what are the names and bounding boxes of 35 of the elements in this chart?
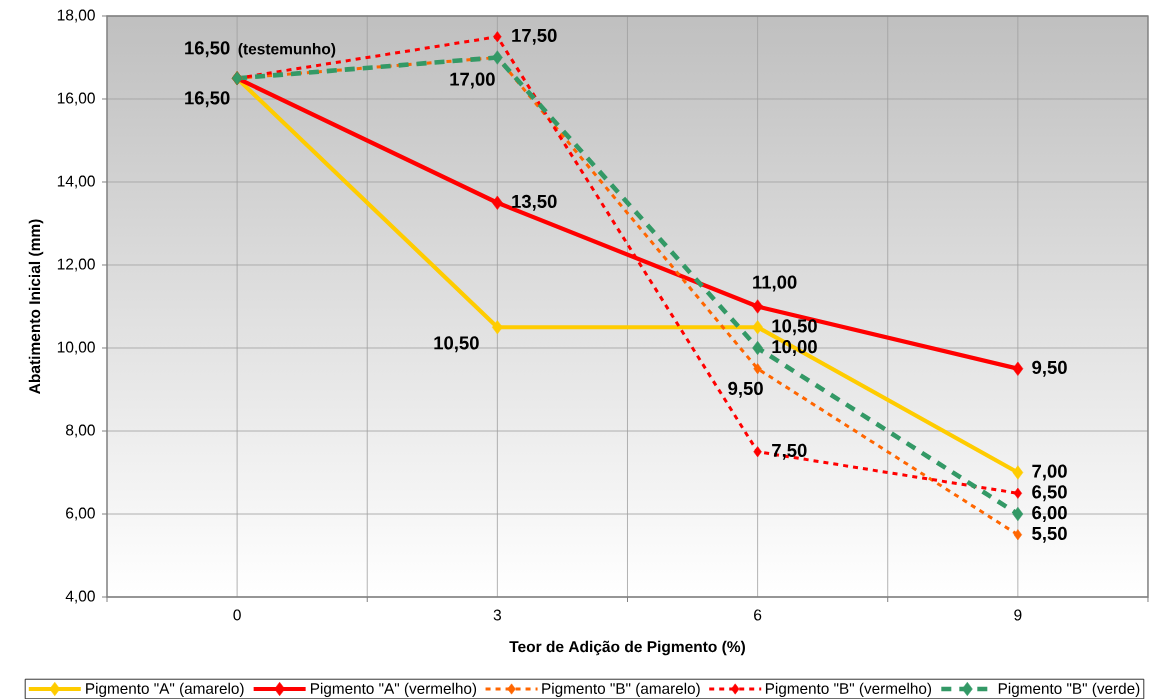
data-label: 16,50 — [185, 91, 230, 108]
legend-label: Pigmento "B" (vermelho) — [765, 682, 932, 697]
legend-label: Pigmento "B" (amarelo) — [542, 682, 700, 697]
data-label: 17,00 — [450, 72, 495, 89]
y-tick-label: 6,00 — [66, 507, 95, 521]
data-label: 10,50 — [772, 319, 817, 336]
y-tick-label: 12,00 — [57, 258, 95, 272]
x-tick-label: 9 — [1014, 609, 1022, 621]
y-axis-title: Abatimento Inicial (mm) — [28, 219, 44, 394]
y-tick-label: 14,00 — [57, 175, 95, 189]
y-tick-label: 18,00 — [57, 9, 95, 23]
legend-label: Pigmento "A" (vermelho) — [310, 682, 477, 697]
x-axis-title: Teor de Adição de Pigmento (%) — [509, 640, 745, 656]
y-tick-label: 4,00 — [65, 590, 95, 604]
data-label: 10,50 — [434, 336, 479, 353]
y-tick-label: 10,00 — [57, 341, 95, 355]
x-tick-label: 0 — [233, 609, 241, 621]
data-label: 5,50 — [1032, 526, 1067, 543]
y-tick-label: 16,00 — [57, 92, 95, 106]
legend-label: Pigmento "A" (amarelo) — [86, 682, 244, 697]
data-label: 7,00 — [1032, 464, 1067, 481]
data-label: 16,50 — [185, 41, 230, 58]
data-label: 6,00 — [1032, 506, 1067, 522]
data-label: 13,50 — [512, 194, 557, 211]
data-label: 6,50 — [1032, 485, 1067, 502]
x-tick-label: 6 — [754, 609, 762, 621]
legend-label: Pigmento "B" (verde) — [998, 682, 1140, 697]
y-tick-label: 8,00 — [65, 424, 95, 438]
data-label: 7,50 — [772, 443, 807, 460]
data-label: 17,50 — [512, 28, 557, 45]
annotation: (testemunho) — [238, 43, 336, 58]
x-tick-label: 3 — [493, 609, 501, 621]
data-label: 11,00 — [753, 275, 797, 292]
data-label: 9,50 — [1032, 360, 1067, 377]
data-label: 9,50 — [728, 381, 763, 398]
